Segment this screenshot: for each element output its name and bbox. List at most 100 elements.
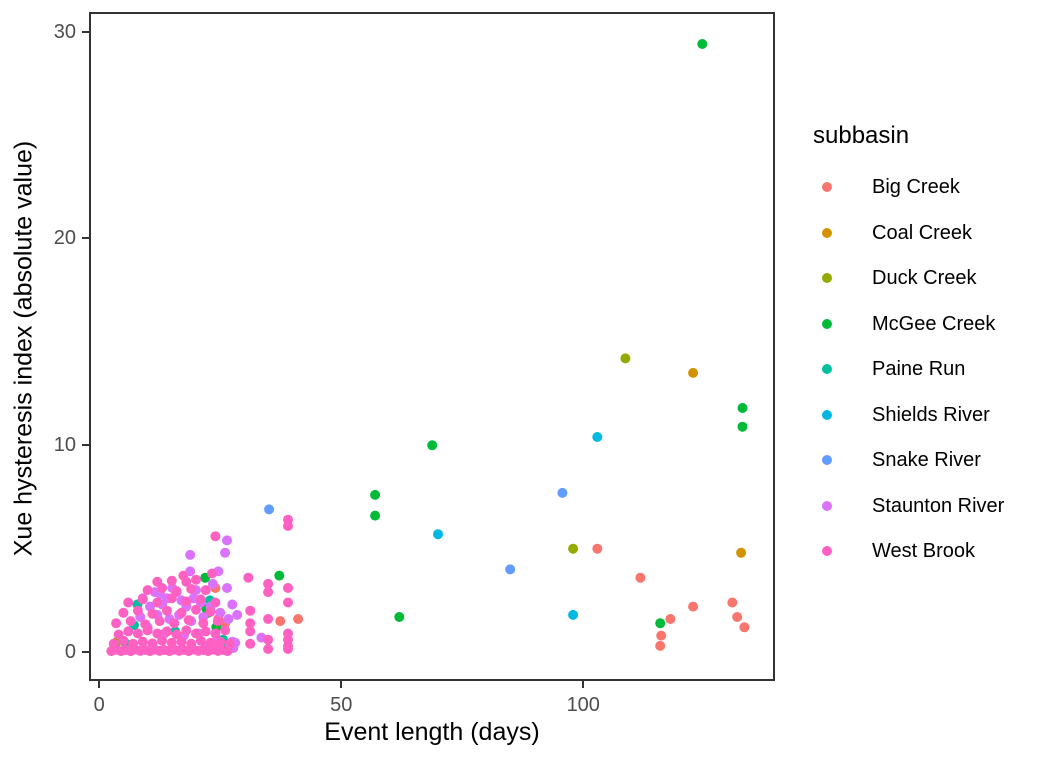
data-point: [370, 510, 381, 521]
legend-item-label: Coal Creek: [872, 221, 973, 244]
legend-item: Staunton River: [813, 491, 1053, 521]
data-point: [166, 575, 177, 586]
legend-item: Duck Creek: [813, 263, 1053, 293]
y-tick-label: 20: [53, 227, 76, 250]
legend-key-dot: [822, 364, 832, 374]
data-point: [243, 572, 254, 583]
data-point: [191, 628, 201, 639]
legend-item-label: Paine Run: [872, 358, 966, 380]
data-point: [433, 529, 443, 540]
data-point: [215, 636, 226, 647]
data-point: [162, 626, 172, 637]
data-point: [147, 638, 158, 649]
data-point: [191, 604, 201, 615]
data-point: [207, 568, 217, 579]
data-point: [186, 638, 197, 649]
data-point: [245, 638, 256, 649]
data-point: [128, 638, 139, 649]
data-point: [147, 608, 158, 619]
y-tick-label: 0: [64, 641, 76, 664]
legend-item: Snake River: [813, 445, 1053, 475]
data-point: [283, 597, 293, 608]
data-point: [222, 583, 232, 593]
legend-item-label: Duck Creek: [872, 267, 977, 289]
data-point: [152, 628, 163, 639]
data-point: [263, 634, 274, 645]
data-point: [568, 609, 579, 620]
data-point: [635, 572, 646, 583]
data-point: [169, 618, 180, 629]
data-point: [227, 599, 238, 610]
data-point: [200, 585, 211, 596]
data-point: [264, 504, 275, 515]
legend-key-dot: [822, 455, 832, 465]
data-point: [132, 628, 143, 639]
data-point: [176, 636, 187, 647]
data-point: [293, 614, 304, 624]
data-point: [592, 432, 603, 442]
legend: subbasin Big Creek Coal Creek Duck Creek Mc…: [813, 0, 1056, 768]
data-point: [183, 615, 194, 626]
data-point: [210, 628, 221, 639]
data-point: [152, 576, 163, 587]
data-point: [198, 618, 209, 629]
legend-title: subbasin: [813, 122, 910, 149]
data-point: [176, 607, 187, 618]
data-point: [665, 614, 676, 624]
data-point: [220, 625, 231, 636]
legend-item-label: Staunton River: [872, 494, 1005, 517]
data-point: [166, 593, 177, 604]
legend-item: Big Creek: [813, 172, 1053, 202]
data-point: [132, 605, 143, 616]
x-tick-label: 50: [330, 694, 353, 716]
legend-item: Paine Run: [813, 354, 1053, 384]
data-point: [152, 597, 163, 608]
data-point: [224, 638, 235, 649]
data-point: [736, 547, 747, 558]
data-point: [215, 607, 226, 618]
data-point: [656, 630, 667, 641]
data-point: [205, 606, 216, 617]
legend-key-dot: [822, 318, 832, 329]
data-point: [245, 618, 256, 629]
data-point: [223, 614, 234, 624]
data-point: [191, 574, 201, 585]
legend-key-dot: [822, 500, 832, 511]
data-point: [732, 612, 743, 622]
data-point: [283, 644, 293, 654]
data-point: [195, 635, 206, 646]
data-point: [263, 644, 274, 654]
data-point: [123, 597, 134, 608]
legend-item-label: McGee Creek: [872, 312, 996, 335]
data-point: [220, 547, 231, 558]
data-point: [181, 596, 192, 607]
x-tick-mark: [582, 681, 585, 688]
y-tick-mark: [82, 444, 89, 447]
y-axis-title: Xue hysteresis index (absolute value): [9, 140, 38, 557]
data-point: [181, 625, 192, 636]
data-point: [171, 586, 182, 597]
x-axis-title: Event length (days): [324, 718, 540, 746]
legend-item-label: Shields River: [872, 403, 990, 426]
data-point: [137, 636, 148, 647]
data-point: [739, 622, 750, 633]
data-point: [222, 535, 232, 546]
legend-item-label: Snake River: [872, 449, 981, 471]
x-tick-label: 100: [566, 694, 600, 716]
data-point: [655, 618, 666, 629]
legend-item: West Brook: [813, 536, 1053, 566]
legend-item-label: Big Creek: [872, 176, 960, 198]
data-point: [195, 594, 206, 605]
data-point: [727, 597, 738, 608]
data-point: [427, 440, 438, 451]
legend-key-dot: [822, 409, 832, 420]
data-point: [263, 578, 274, 589]
data-point: [568, 543, 579, 554]
legend-key-dot: [822, 273, 832, 283]
data-point: [505, 564, 516, 575]
data-point: [205, 637, 216, 648]
legend-key-dot: [822, 182, 832, 192]
data-point: [620, 353, 631, 364]
